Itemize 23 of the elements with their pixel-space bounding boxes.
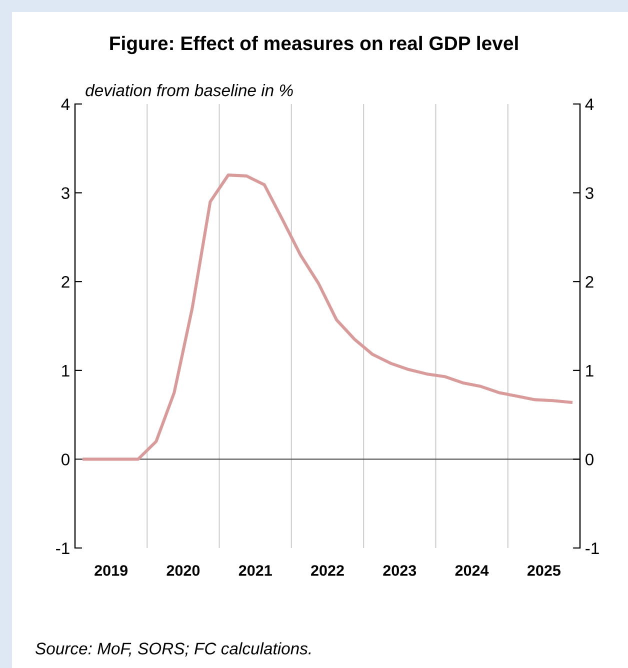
y-tick-label: 0	[62, 454, 70, 466]
y-axis-title: deviation from baseline in %	[86, 84, 293, 96]
source-note: Source: MoF, SORS; FC calculations.	[35, 642, 311, 656]
y-tick-label: 4	[61, 98, 70, 110]
y2-tick-label: 2	[586, 276, 594, 288]
y2-tick-label: 3	[585, 187, 594, 200]
x-tick-label: 2022	[311, 565, 344, 576]
y2-tick-label: -1	[586, 542, 599, 554]
y2-tick-label: 1	[586, 364, 594, 376]
y-tick-label: -1	[56, 542, 70, 554]
y2-tick-label: 0	[586, 454, 594, 466]
chart-title: Figure: Effect of measures on real GDP level	[110, 36, 518, 54]
line-series	[82, 174, 573, 461]
x-tick-label: 2023	[383, 565, 416, 576]
x-tick-label: 2021	[238, 565, 272, 576]
y-tick-label: 1	[62, 364, 70, 376]
y2-tick-label: 4	[585, 98, 594, 110]
x-tick-label: 2025	[527, 565, 560, 576]
y-tick-label: 3	[62, 187, 70, 200]
x-tick-label: 2020	[166, 565, 200, 576]
x-tick-label: 2024	[455, 565, 489, 576]
y-tick-label: 2	[62, 276, 70, 288]
x-tick-label: 2019	[94, 565, 128, 576]
